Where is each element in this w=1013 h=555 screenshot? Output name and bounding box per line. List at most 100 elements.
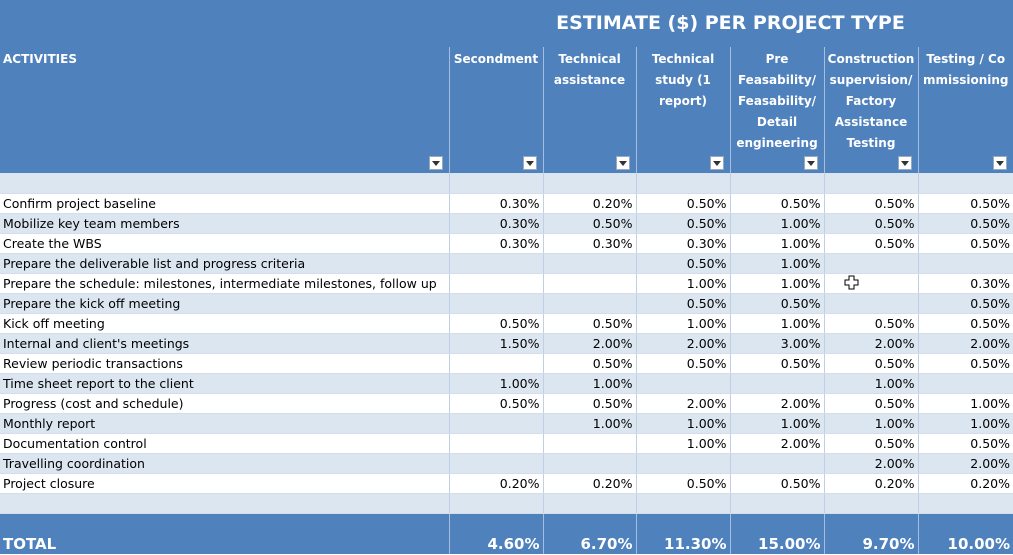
value-cell[interactable]: 1.00%: [729, 213, 824, 234]
value-cell[interactable]: 0.50%: [917, 353, 1013, 374]
table-row[interactable]: Travelling coordination 2.00% 2.00%: [0, 453, 1013, 474]
activity-cell[interactable]: Monthly report: [0, 413, 449, 434]
value-cell[interactable]: 1.00%: [729, 313, 824, 334]
value-cell[interactable]: [542, 433, 636, 454]
activity-cell[interactable]: Prepare the schedule: milestones, interm…: [0, 273, 449, 294]
filter-dropdown-icon[interactable]: [993, 156, 1007, 170]
table-row[interactable]: Kick off meeting 0.50% 0.50% 1.00% 1.00% 0.50…: [0, 313, 1013, 334]
total-label[interactable]: TOTAL: [0, 513, 449, 554]
value-cell[interactable]: 0.50%: [635, 473, 730, 494]
table-row[interactable]: Prepare the deliverable list and progres…: [0, 253, 1013, 274]
table-row[interactable]: Documentation control 1.00% 2.00% 0.50% 0.50…: [0, 433, 1013, 454]
table-row[interactable]: Mobilize key team members 0.30% 0.50% 0.50%…: [0, 213, 1013, 234]
cell[interactable]: [823, 173, 918, 194]
value-cell[interactable]: 0.20%: [917, 473, 1013, 494]
activity-cell[interactable]: Project closure: [0, 473, 449, 494]
value-cell[interactable]: 0.50%: [823, 193, 918, 214]
total-value-cell[interactable]: 15.00%: [729, 513, 824, 554]
value-cell[interactable]: 0.50%: [917, 293, 1013, 314]
table-row[interactable]: Prepare the kick off meeting 0.50% 0.50% 0.…: [0, 293, 1013, 314]
value-cell[interactable]: 0.50%: [823, 213, 918, 234]
value-cell[interactable]: 1.00%: [542, 413, 636, 434]
value-cell[interactable]: [917, 373, 1013, 394]
value-cell[interactable]: 1.00%: [635, 433, 730, 454]
table-row[interactable]: Confirm project baseline 0.30% 0.20% 0.50% 0…: [0, 193, 1013, 214]
value-cell[interactable]: 1.00%: [823, 373, 918, 394]
value-cell[interactable]: 2.00%: [635, 333, 730, 354]
activity-cell[interactable]: Review periodic transactions: [0, 353, 449, 374]
total-row[interactable]: TOTAL 4.60% 6.70% 11.30% 15.00% 9.70% 10.00%: [0, 513, 1013, 554]
activity-cell[interactable]: Prepare the kick off meeting: [0, 293, 449, 314]
value-cell[interactable]: [635, 373, 730, 394]
table-row[interactable]: Review periodic transactions 0.50% 0.50% 0.…: [0, 353, 1013, 374]
cell[interactable]: [729, 173, 824, 194]
value-cell[interactable]: 0.20%: [542, 193, 636, 214]
value-cell[interactable]: 0.50%: [823, 393, 918, 414]
activity-cell[interactable]: Documentation control: [0, 433, 449, 454]
value-cell[interactable]: [729, 453, 824, 474]
value-cell[interactable]: [448, 353, 543, 374]
value-cell[interactable]: 0.50%: [635, 353, 730, 374]
table-row[interactable]: Monthly report 1.00% 1.00% 1.00% 1.00% 1.00%: [0, 413, 1013, 434]
total-value-cell[interactable]: 9.70%: [823, 513, 918, 554]
filter-dropdown-icon[interactable]: [709, 156, 724, 170]
activity-cell[interactable]: Create the WBS: [0, 233, 449, 254]
value-cell[interactable]: [542, 253, 636, 274]
table-row[interactable]: Prepare the schedule: milestones, interm…: [0, 273, 1013, 294]
value-cell[interactable]: 0.50%: [729, 193, 824, 214]
cell[interactable]: [448, 493, 543, 514]
cell[interactable]: [635, 493, 730, 514]
value-cell[interactable]: 1.00%: [917, 393, 1013, 414]
table-row[interactable]: Time sheet report to the client 1.00% 1.00…: [0, 373, 1013, 394]
value-cell[interactable]: [542, 293, 636, 314]
value-cell[interactable]: 1.50%: [448, 333, 543, 354]
value-cell[interactable]: 0.50%: [917, 233, 1013, 254]
cell[interactable]: [448, 173, 543, 194]
table-row[interactable]: Create the WBS 0.30% 0.30% 0.30% 1.00% 0.50% 0…: [0, 233, 1013, 254]
value-cell[interactable]: 0.50%: [542, 213, 636, 234]
value-cell[interactable]: [823, 253, 918, 274]
total-value-cell[interactable]: 11.30%: [635, 513, 730, 554]
value-cell[interactable]: 1.00%: [635, 273, 730, 294]
value-cell[interactable]: 1.00%: [917, 413, 1013, 434]
filter-dropdown-icon[interactable]: [803, 156, 818, 170]
table-row[interactable]: Internal and client's meetings 1.50% 2.00%…: [0, 333, 1013, 354]
activity-cell[interactable]: Prepare the deliverable list and progres…: [0, 253, 449, 274]
value-cell[interactable]: [542, 453, 636, 474]
filter-dropdown-icon[interactable]: [897, 156, 912, 170]
cell[interactable]: [542, 173, 636, 194]
value-cell[interactable]: 2.00%: [823, 333, 918, 354]
activity-cell[interactable]: Internal and client's meetings: [0, 333, 449, 354]
value-cell[interactable]: 0.50%: [448, 313, 543, 334]
value-cell[interactable]: 0.20%: [542, 473, 636, 494]
table-row[interactable]: Progress (cost and schedule) 0.50% 0.50% 2.…: [0, 393, 1013, 414]
value-cell[interactable]: 0.30%: [448, 233, 543, 254]
value-cell[interactable]: 0.50%: [917, 433, 1013, 454]
value-cell[interactable]: [542, 273, 636, 294]
value-cell[interactable]: 1.00%: [635, 313, 730, 334]
value-cell[interactable]: [917, 253, 1013, 274]
total-value-cell[interactable]: 10.00%: [917, 513, 1013, 554]
value-cell[interactable]: 0.30%: [542, 233, 636, 254]
value-cell[interactable]: 0.50%: [823, 433, 918, 454]
activity-cell[interactable]: Confirm project baseline: [0, 193, 449, 214]
value-cell[interactable]: 0.50%: [729, 293, 824, 314]
cell[interactable]: [823, 493, 918, 514]
value-cell[interactable]: 0.20%: [823, 473, 918, 494]
value-cell[interactable]: 3.00%: [729, 333, 824, 354]
table-row[interactable]: Project closure 0.20% 0.20% 0.50% 0.50% 0.20%…: [0, 473, 1013, 494]
cell[interactable]: [0, 173, 449, 194]
value-cell[interactable]: 2.00%: [729, 433, 824, 454]
value-cell[interactable]: 1.00%: [542, 373, 636, 394]
value-cell[interactable]: [729, 373, 824, 394]
value-cell[interactable]: 0.30%: [448, 213, 543, 234]
value-cell[interactable]: 1.00%: [448, 373, 543, 394]
value-cell[interactable]: 2.00%: [729, 393, 824, 414]
value-cell[interactable]: 0.50%: [448, 393, 543, 414]
activity-cell[interactable]: Mobilize key team members: [0, 213, 449, 234]
value-cell[interactable]: 0.50%: [635, 213, 730, 234]
value-cell[interactable]: 1.00%: [635, 413, 730, 434]
value-cell[interactable]: 0.30%: [917, 273, 1013, 294]
value-cell[interactable]: [823, 293, 918, 314]
cell[interactable]: [0, 493, 449, 514]
